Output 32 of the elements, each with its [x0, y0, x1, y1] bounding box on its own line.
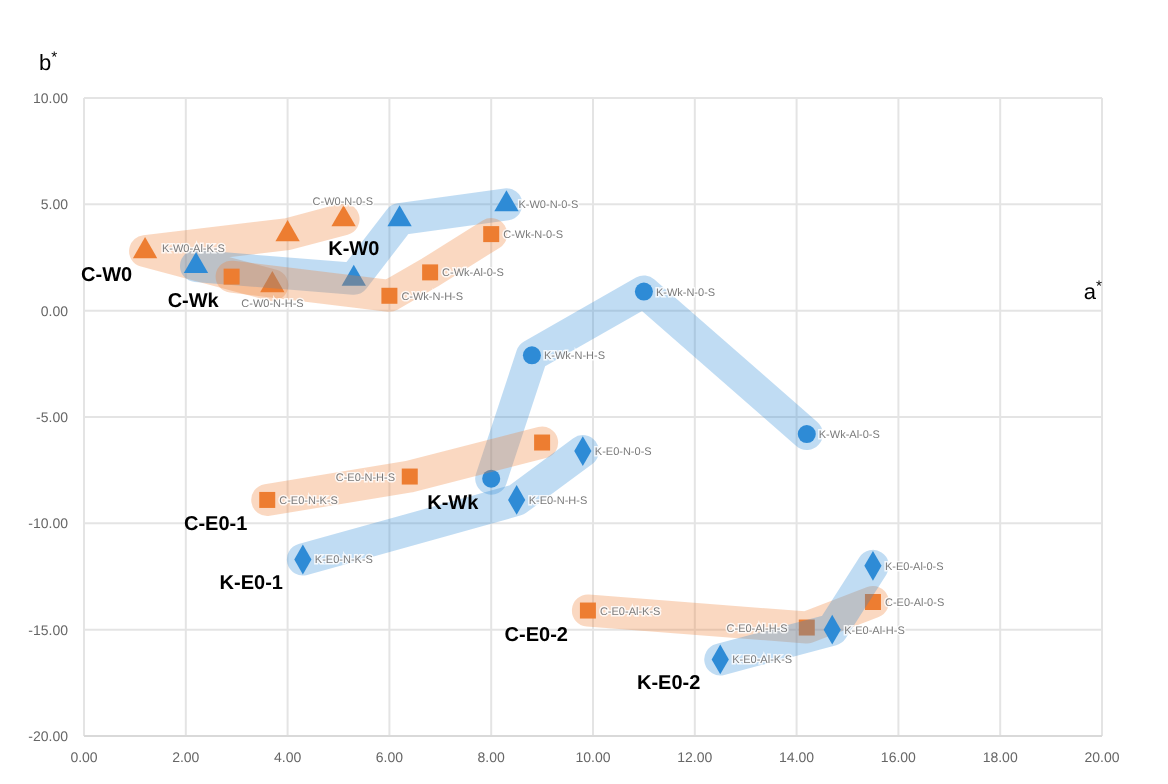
point	[401, 468, 418, 485]
point	[381, 287, 398, 304]
point	[482, 469, 501, 488]
point	[275, 220, 300, 242]
series-label: K-W0	[328, 238, 381, 261]
point	[864, 594, 881, 611]
point	[331, 205, 356, 227]
x-axis-title: a$^{*}$	[1083, 275, 1102, 305]
point	[534, 434, 551, 451]
series-label: K-E0-2	[636, 673, 702, 696]
point	[494, 190, 519, 212]
point	[797, 425, 816, 444]
series-label: C-W0	[81, 265, 134, 288]
point	[341, 264, 366, 286]
series-label: C-E0-1	[183, 513, 249, 536]
point	[579, 602, 596, 619]
series-label: K-Wk	[427, 492, 480, 515]
point	[422, 264, 439, 281]
series-label: K-E0-1	[219, 573, 284, 596]
series-label: C-E0-2	[504, 624, 569, 647]
point	[634, 282, 653, 301]
point	[522, 346, 541, 365]
point	[132, 237, 158, 259]
point	[483, 226, 500, 243]
point	[259, 491, 276, 508]
series-label: C-Wk	[167, 290, 220, 313]
point	[798, 619, 815, 636]
y-axis-title: b$^{*}$	[38, 47, 58, 76]
point	[183, 251, 209, 274]
point	[223, 268, 240, 285]
point	[387, 205, 412, 227]
point	[260, 271, 285, 293]
